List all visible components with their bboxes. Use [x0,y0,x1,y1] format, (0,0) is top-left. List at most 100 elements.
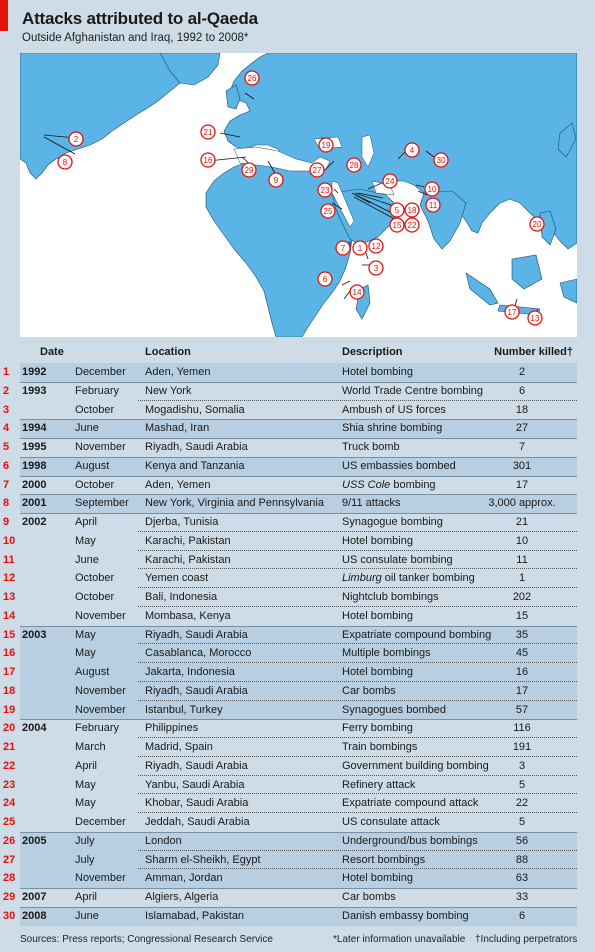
table-row: 17 August Jakarta, Indonesia Hotel bombing 1… [0,663,577,682]
map-markers: 2 8 26 21 16 29 9 19 27 28 23 25 4 30 24… [57,70,545,326]
row-killed: 57 [515,703,529,716]
svg-text:27: 27 [313,166,322,175]
marker-5: 5 [389,202,405,218]
row-location: Mogadishu, Somalia [145,403,245,416]
table-row: 11 June Karachi, Pakistan US consulate bomb… [0,551,577,570]
row-description: Nightclub bombings [342,591,439,603]
svg-text:1: 1 [358,244,363,253]
table-row: 19 November Istanbul, Turkey Synagogues bom… [0,700,577,720]
row-month: April [75,759,98,772]
row-description: Synagogues bombed [342,703,446,716]
row-location: Riyadh, Saudi Arabia [145,628,248,641]
marker-12: 12 [368,238,384,254]
row-description: Refinery attack [342,778,416,791]
row-killed: 116 [513,722,531,735]
table-row: 3 October Mogadishu, Somalia Ambush of US f… [0,401,577,420]
footer-note-later-info: *Later information unavailable [333,934,466,945]
row-location: Yemen coast [145,572,209,585]
marker-27: 27 [309,162,325,178]
row-killed: 5 [518,778,526,791]
chart-title: Attacks attributed to al-Qaeda [22,9,258,28]
row-description: Truck bomb [342,441,400,453]
japan-land [557,122,577,158]
header-location: Location [145,346,191,358]
row-year: 2002 [22,516,47,528]
marker-1: 1 [352,240,368,256]
marker-24: 24 [382,173,398,189]
row-killed: 88 [515,853,529,866]
row-description: Government building bombing [342,759,489,772]
row-month: November [75,872,126,885]
row-month: June [75,909,99,922]
marker-6: 6 [317,271,333,287]
row-number: 18 [3,684,16,697]
svg-text:8: 8 [63,158,68,167]
table-row: 29 2007 April Algiers, Algeria Car bombs 33 [0,888,577,907]
table-row: 21 March Madrid, Spain Train bombings 191 [0,738,577,757]
row-month: May [75,628,96,641]
row-description: 9/11 attacks [342,497,401,510]
row-location: Aden, Yemen [145,478,211,491]
marker-25: 25 [320,203,336,219]
marker-7: 7 [335,240,351,256]
svg-text:18: 18 [408,206,417,215]
table-row: 10 May Karachi, Pakistan Hotel bombing 10 [0,532,577,551]
svg-text:17: 17 [508,308,517,317]
row-description: Ambush of US forces [342,403,446,416]
row-location: Kenya and Tanzania [145,459,245,472]
row-killed: 5 [518,816,526,828]
svg-text:10: 10 [428,185,437,194]
marker-10: 10 [424,181,440,197]
row-month: November [75,684,126,697]
row-year: 1993 [22,384,47,397]
row-description: Shia shrine bombing [342,422,443,435]
row-number: 7 [3,478,10,491]
row-number: 3 [3,403,10,416]
row-location: Algiers, Algeria [145,891,219,903]
map-svg: 2 8 26 21 16 29 9 19 27 28 23 25 4 30 24… [20,53,577,337]
header-description: Description [342,346,403,358]
svg-text:7: 7 [341,244,346,253]
table-header: Date Location Description Number killed† [20,342,577,362]
row-number: 22 [3,759,16,772]
marker-2: 2 [68,131,84,147]
row-killed: 11 [516,553,528,566]
svg-text:19: 19 [322,141,331,150]
svg-text:6: 6 [323,275,328,284]
sumatra-land [465,272,499,306]
row-number: 28 [3,872,16,885]
row-number: 27 [3,853,16,866]
row-description: Hotel bombing [342,366,413,378]
row-month: August [75,666,110,678]
row-location: New York [145,384,192,397]
row-number: 16 [3,647,16,660]
row-killed: 18 [515,403,529,416]
row-killed: 22 [515,797,529,810]
svg-text:16: 16 [204,156,213,165]
eurasia-africa-land [205,53,577,337]
row-number: 14 [3,609,16,622]
table-row: 25 December Jeddah, Saudi Arabia US consula… [0,813,577,832]
row-killed: 301 [512,459,532,472]
row-number: 12 [3,572,16,585]
row-description: US consulate attack [342,816,440,828]
row-killed: 10 [515,534,529,547]
row-number: 10 [3,534,16,547]
header-killed: Number killed† [494,346,573,358]
row-location: Philippines [145,722,199,735]
row-killed: 7 [518,441,526,453]
row-description: US consulate bombing [342,553,453,566]
row-killed: 27 [515,422,529,435]
row-location: Casablanca, Morocco [145,647,252,660]
marker-11: 11 [425,197,441,213]
row-year: 2008 [22,909,47,922]
marker-22: 22 [404,217,420,233]
table-row: 5 1995 November Riyadh, Saudi Arabia Truck b… [0,438,577,457]
svg-text:29: 29 [245,166,254,175]
row-description: Car bombs [342,891,396,903]
row-killed: 6 [518,384,526,397]
row-month: February [75,384,120,397]
table-row: 2 1993 February New York World Trade Centre … [0,381,577,401]
row-killed: 6 [518,909,526,922]
row-year: 2004 [22,722,47,735]
